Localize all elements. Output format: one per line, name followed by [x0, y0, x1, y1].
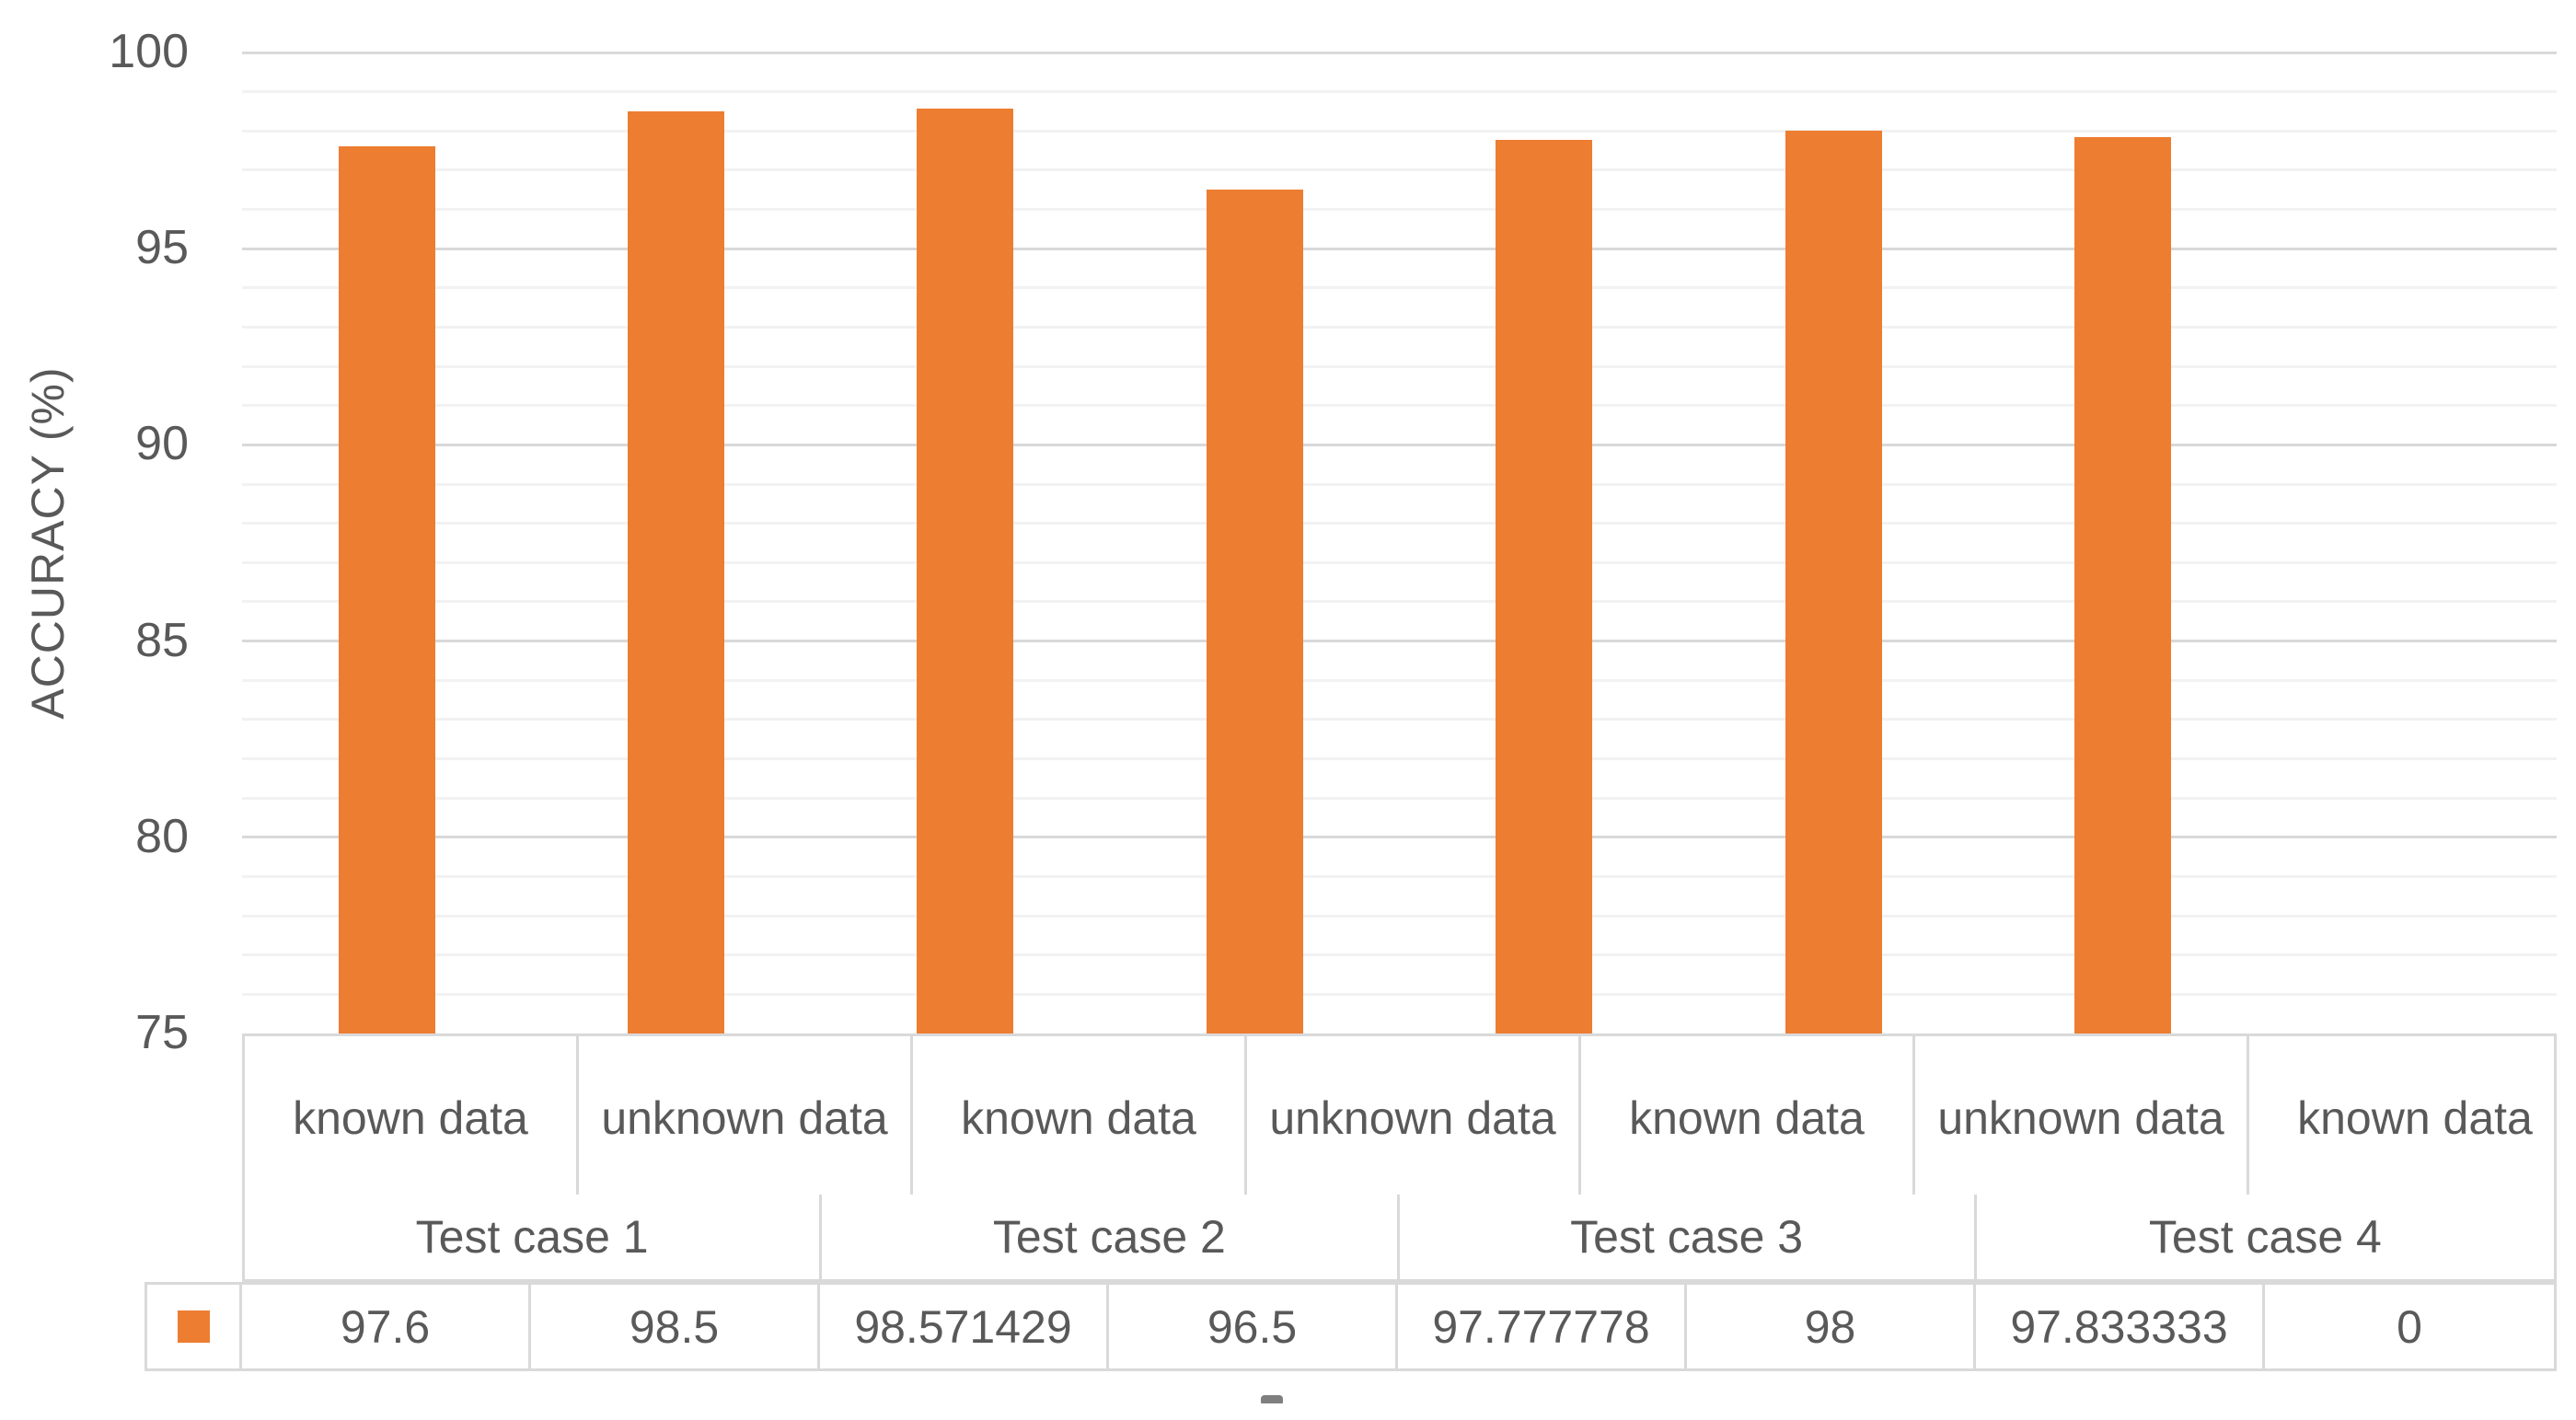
series-value-cell: 97.833333	[1976, 1285, 2265, 1368]
minor-gridline	[242, 325, 2557, 329]
minor-gridline	[242, 90, 2557, 94]
group-cell: Test case 3	[1400, 1195, 1977, 1279]
category-cell: unknown data	[1247, 1036, 1581, 1195]
y-tick-label: 100	[109, 24, 189, 78]
category-cell: known data	[2249, 1036, 2576, 1195]
group-cell: Test case 4	[2148, 1211, 2382, 1263]
minor-gridline	[242, 678, 2557, 682]
bar-series	[242, 52, 2557, 1033]
series-value-cell: 97.6	[242, 1285, 531, 1368]
major-gridline	[242, 51, 2557, 54]
minor-gridline	[242, 914, 2557, 918]
category-cell: known data	[245, 1036, 579, 1195]
category-cell: known data	[913, 1036, 1247, 1195]
group-cell: Test case 2	[822, 1195, 1400, 1279]
category-data-table: known data unknown data known data unknown …	[242, 1033, 2557, 1282]
plot-area	[242, 51, 2557, 1033]
bar	[2074, 137, 2171, 1033]
series-value-cell: 98.571429	[820, 1285, 1109, 1368]
group-header-row: Test case 1 Test case 2 Test case 3 Test ca…	[245, 1195, 2554, 1279]
minor-gridline	[242, 757, 2557, 761]
y-tick-label: 80	[135, 809, 189, 863]
major-gridline	[242, 836, 2557, 839]
minor-gridline	[242, 874, 2557, 878]
minor-gridline	[242, 992, 2557, 996]
bar	[338, 146, 435, 1033]
bar-slot	[1978, 52, 2267, 1033]
major-gridline	[242, 443, 2557, 446]
bar	[917, 108, 1014, 1033]
series-legend-marker-icon	[177, 1310, 210, 1343]
series-value-cell: 98	[1687, 1285, 1976, 1368]
bar-slot	[2268, 52, 2557, 1033]
bar-slot	[821, 52, 1110, 1033]
bar	[628, 110, 725, 1033]
cropped-text-fragment	[1261, 1395, 1283, 1403]
bar	[1785, 131, 1882, 1033]
series-value-row: 97.6 98.5 98.571429 96.5 97.777778 98 97.83333…	[144, 1282, 2557, 1371]
group-cell: Test case 1	[245, 1195, 823, 1279]
y-tick-label: 90	[135, 417, 189, 471]
bar-slot	[1400, 52, 1689, 1033]
minor-gridline	[242, 560, 2557, 564]
bar-slot	[1110, 52, 1399, 1033]
series-value-cell: 97.777778	[1398, 1285, 1687, 1368]
y-tick-label: 75	[135, 1005, 189, 1059]
y-tick-label: 85	[135, 613, 189, 667]
minor-gridline	[242, 718, 2557, 722]
minor-gridline	[242, 208, 2557, 212]
bar	[1496, 139, 1593, 1033]
minor-gridline	[242, 364, 2557, 368]
minor-gridline	[242, 404, 2557, 408]
category-cell: unknown data	[1915, 1036, 2249, 1195]
y-tick-label: 95	[135, 221, 189, 275]
minor-gridline	[242, 796, 2557, 800]
bar-slot	[1689, 52, 1978, 1033]
minor-gridline	[242, 129, 2557, 133]
series-value-cell: 96.5	[1109, 1285, 1398, 1368]
bar-slot	[242, 52, 531, 1033]
legend-key-cell	[147, 1285, 242, 1368]
category-header-row: known data unknown data known data unknown …	[245, 1036, 2554, 1195]
minor-gridline	[242, 286, 2557, 290]
minor-gridline	[242, 522, 2557, 525]
bar	[1206, 190, 1303, 1033]
minor-gridline	[242, 168, 2557, 172]
category-cell: known data	[1581, 1036, 1915, 1195]
major-gridline	[242, 640, 2557, 643]
major-gridline	[242, 247, 2557, 250]
bar-slot	[531, 52, 820, 1033]
minor-gridline	[242, 482, 2557, 486]
series-value-cell: 0	[2397, 1300, 2422, 1353]
minor-gridline	[242, 953, 2557, 957]
series-value-cell: 98.5	[531, 1285, 820, 1368]
category-cell: unknown data	[579, 1036, 913, 1195]
minor-gridline	[242, 600, 2557, 604]
